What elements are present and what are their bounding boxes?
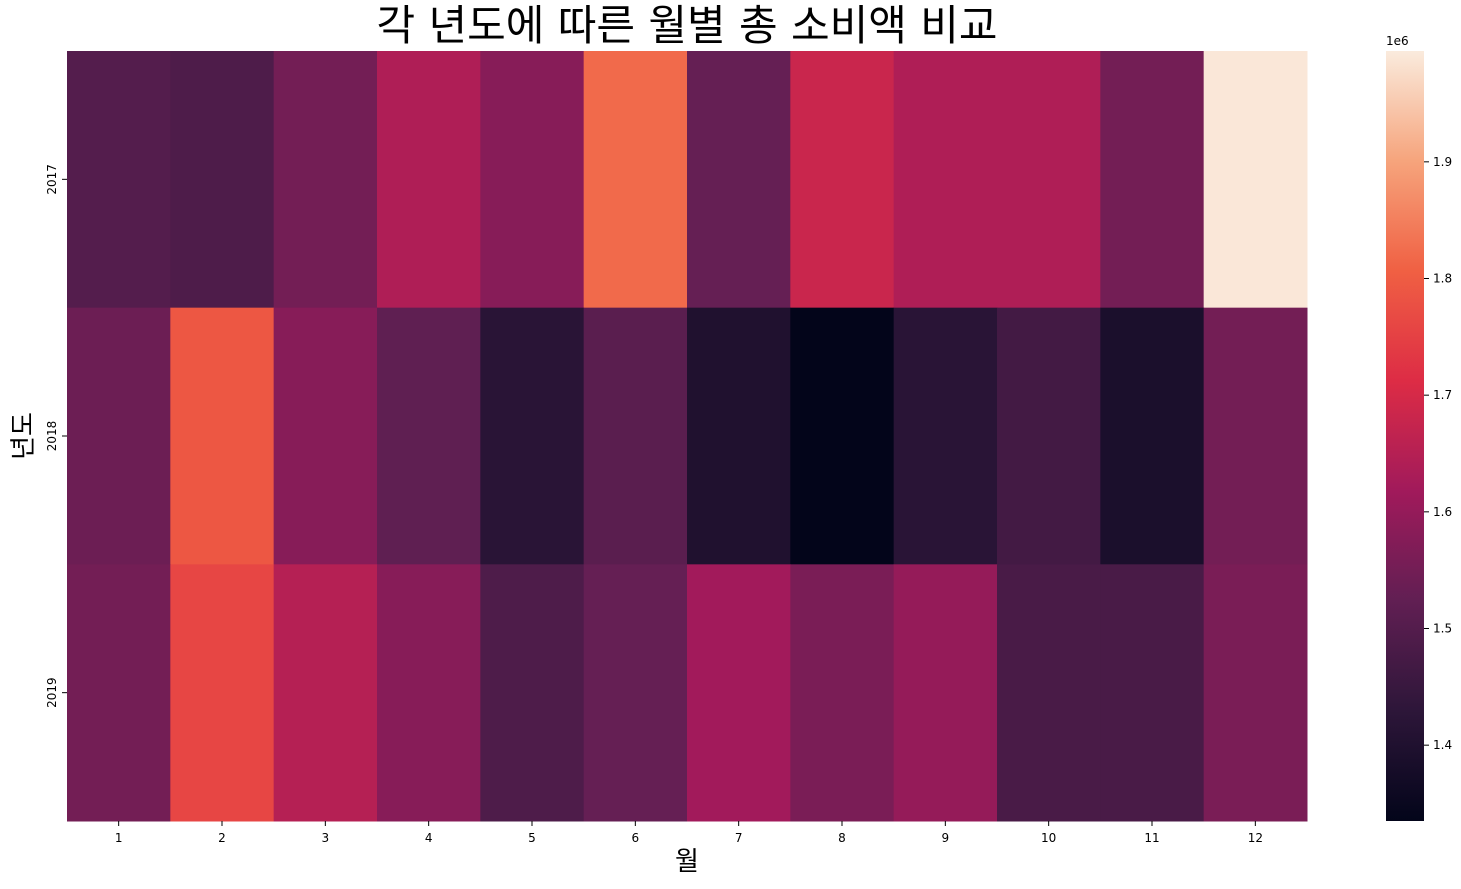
x-tick-label: 11 [1144, 831, 1159, 845]
x-tick-label: 3 [322, 831, 330, 845]
x-tick-label: 1 [115, 831, 123, 845]
colorbar [1386, 51, 1424, 821]
heatmap-cell-2017-6 [583, 51, 688, 309]
heatmap-cell-2017-11 [1100, 51, 1205, 309]
colorbar-tick-label: 1.5 [1433, 622, 1452, 636]
heatmap-cell-2018-7 [687, 307, 791, 565]
heatmap-cell-2017-12 [1203, 51, 1308, 309]
y-tick-label: 2017 [45, 164, 59, 195]
heatmap-cell-2019-9 [893, 564, 998, 822]
x-axis-ticks: 1 2 3 4 5 6 7 8 9 10 11 12 [115, 821, 1263, 845]
heatmap-cell-2017-5 [480, 51, 585, 309]
heatmap-cell-2018-5 [480, 307, 585, 565]
x-tick-label: 12 [1248, 831, 1263, 845]
heatmap-cell-2018-8 [790, 307, 895, 565]
y-axis-ticks: 2017 2018 2019 [45, 164, 67, 708]
colorbar-tick-label: 1.7 [1433, 388, 1452, 402]
y-axis-label: 년도 [9, 412, 39, 460]
colorbar-tick-label: 1.4 [1433, 738, 1452, 752]
heatmap-cell-2019-2 [170, 564, 275, 822]
heatmap-cell-2019-3 [273, 564, 378, 822]
heatmap-cell-2017-10 [997, 51, 1101, 309]
heatmap-cell-2018-12 [1203, 307, 1308, 565]
colorbar-tick-label: 1.8 [1433, 272, 1452, 286]
x-tick-label: 7 [735, 831, 743, 845]
colorbar-ticks: 1.4 1.5 1.6 1.7 1.8 1.9 [1424, 155, 1452, 752]
heatmap-cell-2019-8 [790, 564, 895, 822]
heatmap-cell-2017-7 [687, 51, 791, 309]
heatmap-cell-2019-4 [377, 564, 481, 822]
heatmap-cell-2019-11 [1100, 564, 1205, 822]
heatmap-cells [67, 51, 1308, 822]
heatmap-cell-2018-10 [997, 307, 1101, 565]
x-tick-label: 10 [1041, 831, 1056, 845]
x-tick-label: 4 [425, 831, 433, 845]
colorbar-tick-label: 1.9 [1433, 155, 1452, 169]
heatmap-cell-2019-12 [1203, 564, 1308, 822]
heatmap-cell-2018-3 [273, 307, 378, 565]
heatmap-cell-2019-6 [583, 564, 688, 822]
heatmap-cell-2017-2 [170, 51, 275, 309]
heatmap-cell-2017-4 [377, 51, 481, 309]
heatmap-cell-2019-7 [687, 564, 791, 822]
heatmap-cell-2018-1 [67, 307, 171, 565]
heatmap-cell-2018-4 [377, 307, 481, 565]
colorbar-tick-label: 1.6 [1433, 505, 1452, 519]
heatmap-cell-2017-1 [67, 51, 171, 309]
heatmap-cell-2017-9 [893, 51, 998, 309]
x-axis-label: 월 [675, 847, 699, 877]
heatmap-cell-2018-9 [893, 307, 998, 565]
heatmap-cell-2019-1 [67, 564, 171, 822]
chart-title: 각 년도에 따른 월별 총 소비액 비교 [376, 1, 997, 50]
colorbar-multiplier: 1e6 [1386, 34, 1409, 48]
heatmap-cell-2018-6 [583, 307, 688, 565]
heatmap-cell-2019-5 [480, 564, 585, 822]
y-tick-label: 2019 [45, 677, 59, 708]
heatmap-cell-2017-8 [790, 51, 895, 309]
heatmap-cell-2019-10 [997, 564, 1101, 822]
y-tick-label: 2018 [45, 421, 59, 452]
x-tick-label: 2 [218, 831, 226, 845]
heatmap-cell-2017-3 [273, 51, 378, 309]
x-tick-label: 9 [942, 831, 950, 845]
x-tick-label: 5 [528, 831, 536, 845]
heatmap-cell-2018-11 [1100, 307, 1205, 565]
heatmap-cell-2018-2 [170, 307, 275, 565]
x-tick-label: 6 [632, 831, 640, 845]
x-tick-label: 8 [838, 831, 846, 845]
